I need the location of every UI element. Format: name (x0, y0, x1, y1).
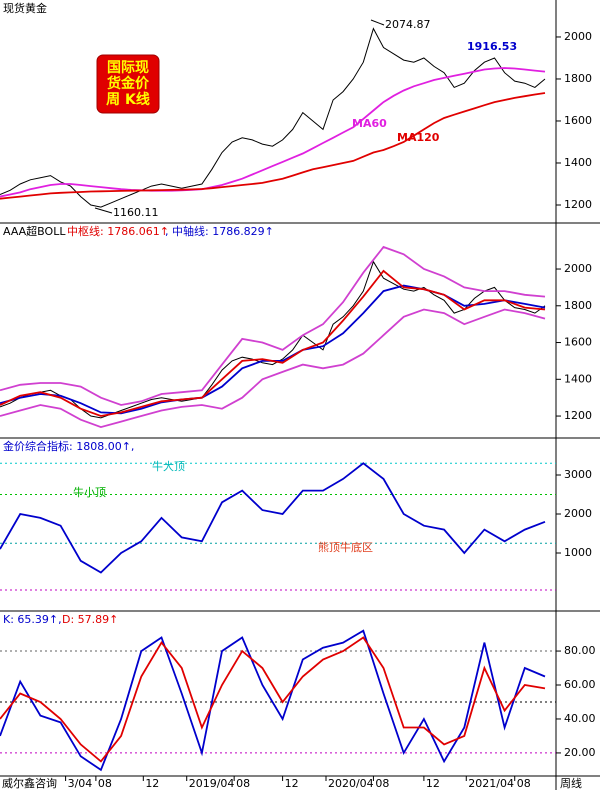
series-line (0, 308, 546, 429)
annotation: 牛大顶 (152, 459, 185, 473)
x-tick-label: 08 (375, 777, 389, 790)
leader (370, 19, 385, 26)
annotation: MA60 (352, 117, 387, 130)
series-line (0, 636, 546, 763)
panel-title: 现货黄金 (3, 1, 47, 15)
leader (94, 207, 113, 214)
y-tick-label: 40.00 (564, 712, 596, 725)
x-tick-label: 08 (517, 777, 531, 790)
readout: , 中轴线: 1786.829↑ (165, 224, 274, 238)
series-line (0, 269, 546, 417)
y-tick-label: 1600 (564, 336, 592, 349)
y-tick-label: 1600 (564, 114, 592, 127)
annotation: 牛小顶 (73, 485, 106, 499)
y-tick-label: 3000 (564, 468, 592, 481)
x-axis-label: 周线 (560, 776, 582, 790)
y-tick-label: 20.00 (564, 746, 596, 759)
readout: K: 65.39↑, (3, 613, 62, 626)
brand-bg (0, 777, 64, 790)
y-tick-label: 1200 (564, 198, 592, 211)
series-line (0, 462, 546, 574)
x-tick-label: 2020/04 (328, 777, 374, 790)
x-tick-label: 08 (236, 777, 250, 790)
brand: 威尔鑫咨询 (2, 776, 57, 790)
x-tick-label: 08 (98, 777, 112, 790)
x-tick-label: 3/04 (68, 777, 93, 790)
y-tick-label: 1400 (564, 156, 592, 169)
annotation: 1160.11 (113, 206, 159, 219)
badge-text: 国际现 (107, 60, 149, 76)
y-tick-label: 1200 (564, 409, 592, 422)
series-line (0, 245, 546, 406)
panel-title: 金价综合指标: 1808.00↑, (3, 439, 134, 453)
panel-title: AAA超BOLL (3, 224, 66, 238)
series-line (0, 92, 546, 200)
y-tick-label: 1400 (564, 372, 592, 385)
readout: 中枢线: 1786.061↑ (67, 224, 169, 238)
x-tick-label: 12 (285, 777, 299, 790)
y-tick-label: 80.00 (564, 644, 596, 657)
x-tick-label: 2021/04 (468, 777, 514, 790)
annotation: 2074.87 (385, 18, 431, 31)
y-tick-label: 1000 (564, 546, 592, 559)
series-line (0, 629, 546, 772)
x-tick-label: 12 (426, 777, 440, 790)
readout: D: 57.89↑ (62, 613, 118, 626)
series-line (0, 67, 546, 198)
x-tick-label: 2019/04 (189, 777, 235, 790)
y-tick-label: 2000 (564, 30, 592, 43)
annotation: 熊顶牛底区 (318, 540, 373, 554)
y-tick-label: 2000 (564, 507, 592, 520)
badge-text: 周 K线 (106, 91, 150, 108)
badge-text: 货金价 (106, 75, 150, 92)
series-layer (0, 27, 556, 772)
series-line (0, 260, 546, 419)
y-tick-label: 1800 (564, 72, 592, 85)
y-tick-label: 1800 (564, 299, 592, 312)
x-tick-label: 12 (145, 777, 159, 790)
annotation: MA120 (397, 131, 440, 144)
y-tick-label: 60.00 (564, 678, 596, 691)
y-tick-label: 2000 (564, 262, 592, 275)
badge-box (96, 54, 160, 114)
annotation: 1916.53 (467, 40, 517, 53)
series-line (0, 27, 546, 208)
